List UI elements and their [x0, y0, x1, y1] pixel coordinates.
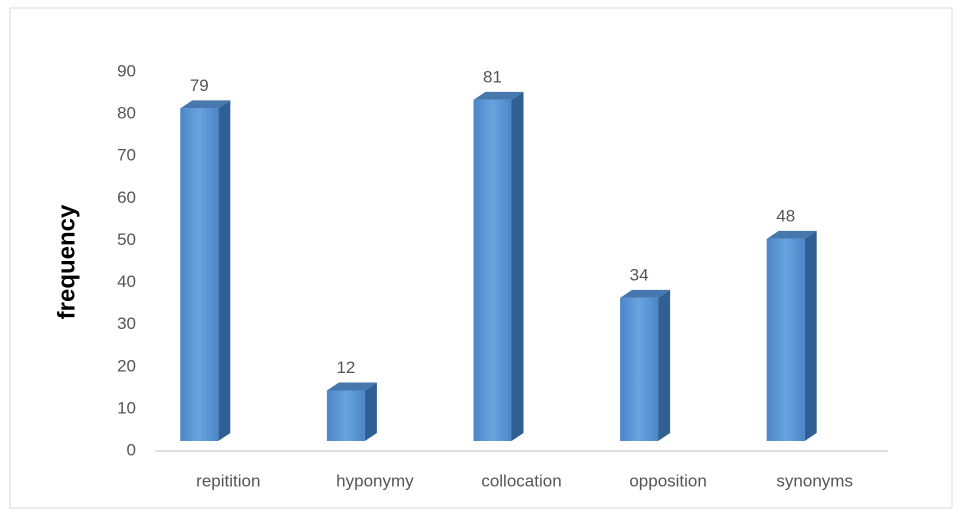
x-tick-label: opposition: [629, 471, 707, 490]
bar-side: [658, 289, 671, 441]
bar-top: [180, 100, 231, 109]
bar-top: [326, 382, 377, 391]
y-tick-label: 70: [117, 146, 136, 165]
x-tick-label: synonyms: [776, 471, 853, 490]
value-label: 12: [336, 358, 355, 377]
bar-top: [766, 230, 817, 239]
bar-front: [180, 108, 219, 442]
y-tick-label: 90: [117, 61, 136, 80]
bar: [473, 91, 524, 442]
value-label: 81: [483, 67, 502, 86]
bar-front: [326, 390, 365, 441]
y-tick-label: 40: [117, 272, 136, 291]
bar-side: [218, 100, 231, 442]
y-tick-label: 30: [117, 314, 136, 333]
bar-front: [473, 99, 512, 442]
y-tick-label: 50: [117, 230, 136, 249]
y-tick-label: 20: [117, 356, 136, 375]
x-tick-label: repitition: [196, 471, 260, 490]
y-tick-label: 60: [117, 188, 136, 207]
bar: [180, 100, 231, 442]
value-label: 48: [776, 206, 795, 225]
value-label: 34: [630, 265, 649, 284]
value-label: 79: [190, 76, 209, 95]
y-tick-label: 0: [127, 440, 136, 459]
bar-side: [511, 91, 524, 442]
bar-front: [620, 297, 659, 441]
x-tick-label: hyponymy: [336, 471, 414, 490]
y-tick-label: 10: [117, 398, 136, 417]
bar-top: [620, 289, 671, 298]
bar: [766, 230, 817, 441]
y-tick-label: 80: [117, 104, 136, 123]
bar: [326, 382, 377, 441]
bar-side: [364, 382, 377, 441]
bar-front: [766, 238, 805, 441]
bar-side: [804, 230, 817, 441]
x-tick-label: collocation: [481, 471, 561, 490]
bar-top: [473, 91, 524, 100]
y-axis-label: frequency: [53, 204, 80, 319]
bar: [620, 289, 671, 441]
